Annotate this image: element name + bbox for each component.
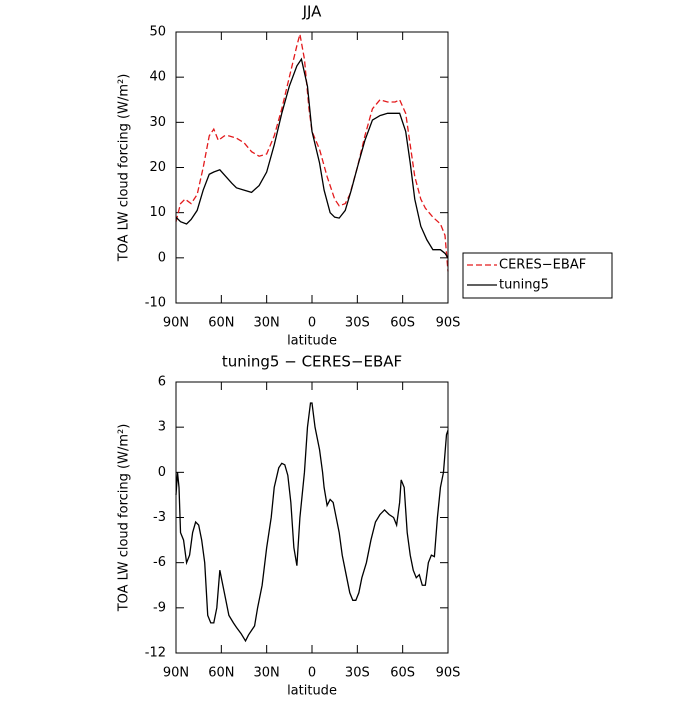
y-tick-label: 0 — [158, 465, 166, 480]
x-tick-label: 60N — [208, 316, 234, 331]
x-tick-label: 90N — [163, 666, 189, 681]
x-tick-label: 0 — [308, 666, 316, 681]
y-tick-label: 6 — [158, 375, 166, 390]
y-tick-label: 10 — [149, 205, 166, 220]
x-tick-label: 30N — [254, 666, 280, 681]
x-tick-label: 30N — [254, 316, 280, 331]
legend-box — [462, 252, 613, 299]
y-tick-label: 30 — [149, 115, 166, 130]
x-tick-label: 90N — [163, 316, 189, 331]
y-tick-label: -3 — [153, 510, 166, 525]
y-tick-label: -9 — [153, 600, 166, 615]
y-tick-label: 50 — [149, 25, 166, 40]
x-tick-label: 60S — [390, 666, 415, 681]
y-tick-label: -12 — [145, 646, 166, 661]
legend-label: tuning5 — [499, 278, 549, 293]
data-line — [175, 57, 449, 259]
plot-frame — [175, 381, 449, 654]
y-axis-label: TOA LW cloud forcing (W/m²) — [117, 424, 132, 613]
chart-title: tuning5 − CERES−EBAF — [222, 353, 402, 371]
x-tick-label: 30S — [345, 316, 370, 331]
x-tick-label: 90S — [436, 316, 461, 331]
y-axis-label: TOA LW cloud forcing (W/m²) — [117, 74, 132, 263]
y-tick-label: -6 — [153, 555, 166, 570]
y-tick-label: 40 — [149, 70, 166, 85]
chart-title: JJA — [302, 3, 323, 21]
y-tick-label: -10 — [145, 296, 166, 311]
x-axis-label: latitude — [287, 334, 337, 349]
x-tick-label: 30S — [345, 666, 370, 681]
y-tick-label: 0 — [158, 250, 166, 265]
plot-frame — [175, 31, 449, 304]
x-tick-label: 90S — [436, 666, 461, 681]
y-tick-label: 3 — [158, 420, 166, 435]
y-tick-label: 20 — [149, 160, 166, 175]
x-tick-label: 60S — [390, 316, 415, 331]
data-line — [175, 402, 449, 643]
data-line — [175, 34, 449, 272]
x-tick-label: 0 — [308, 316, 316, 331]
legend-label: CERES−EBAF — [499, 258, 586, 273]
x-tick-label: 60N — [208, 666, 234, 681]
x-axis-label: latitude — [287, 684, 337, 699]
